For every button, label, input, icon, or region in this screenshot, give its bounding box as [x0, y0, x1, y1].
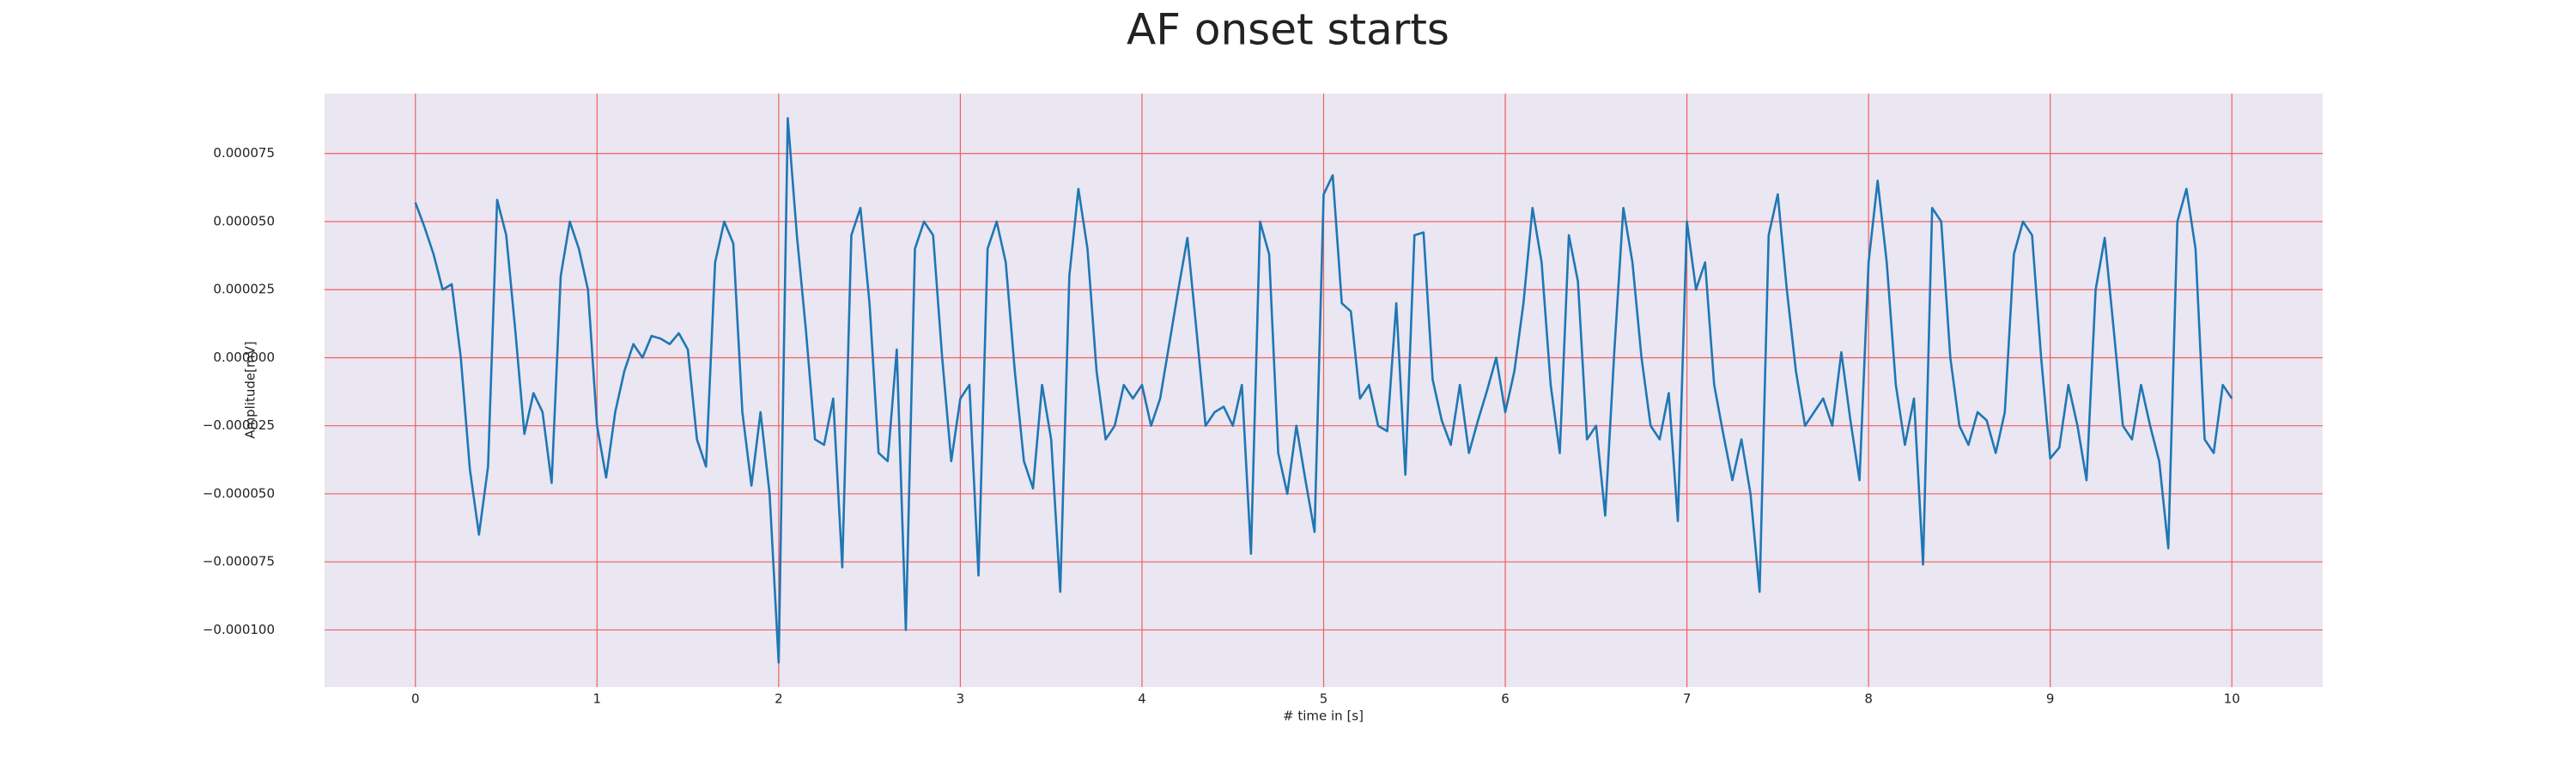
x-axis-label: # time in [s] [1283, 709, 1364, 724]
signal-line [414, 117, 2233, 664]
y-tick-label: 0.000050 [213, 213, 275, 228]
y-tick-label: 0.000025 [213, 282, 275, 297]
x-tick-label: 1 [593, 691, 602, 707]
y-axis-label: Amplitude[mV] [243, 341, 258, 438]
y-tick-label: −0.000100 [203, 622, 275, 637]
x-tick-label: 7 [1683, 691, 1692, 707]
x-tick-label: 4 [1138, 691, 1146, 707]
x-tick-label: 0 [411, 691, 420, 707]
y-tick-label: 0.000075 [213, 145, 275, 161]
x-tick-label: 5 [1320, 691, 1328, 707]
x-tick-label: 9 [2046, 691, 2055, 707]
y-tick-label: −0.000075 [203, 554, 275, 569]
y-tick-label: 0.000000 [213, 350, 275, 365]
x-tick-label: 2 [775, 691, 783, 707]
x-tick-label: 10 [2224, 691, 2240, 707]
chart-title: AF onset starts [1127, 5, 1449, 55]
x-tick-label: 6 [1501, 691, 1510, 707]
y-tick-label: −0.000050 [203, 485, 275, 501]
x-tick-label: 3 [957, 691, 965, 707]
x-tick-label: 8 [1864, 691, 1873, 707]
y-tick-label: −0.000025 [203, 417, 275, 433]
